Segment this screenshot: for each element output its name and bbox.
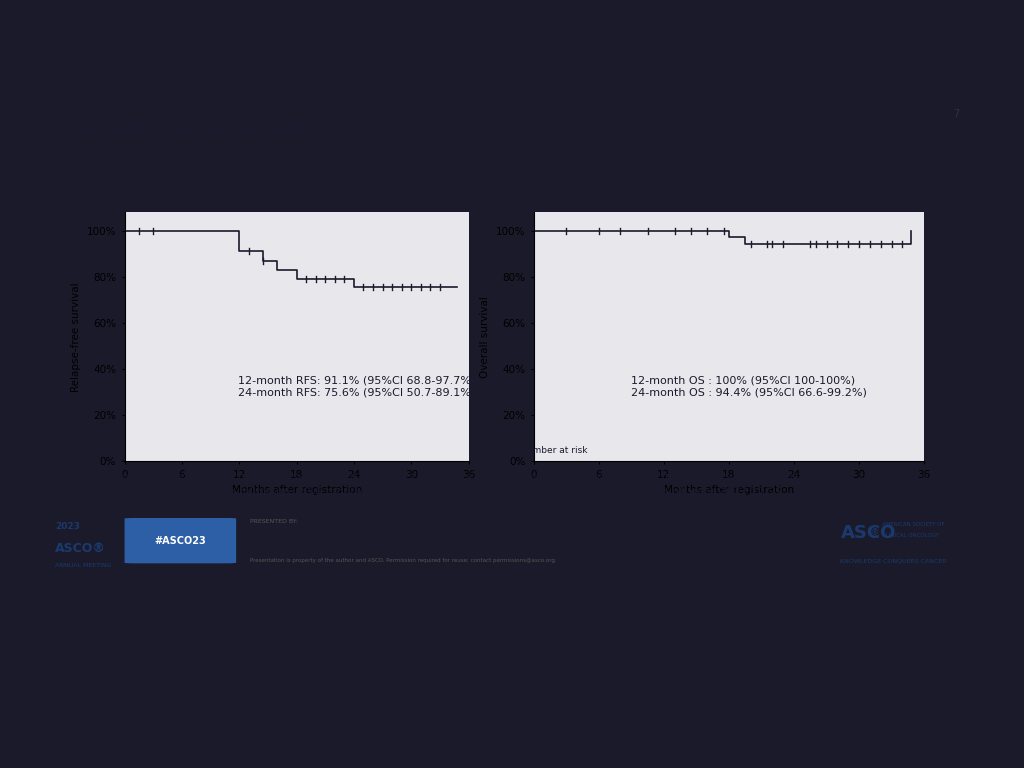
Text: PRESENTED BY:: PRESENTED BY:: [250, 519, 298, 525]
Text: CLINICAL ONCOLOGY: CLINICAL ONCOLOGY: [883, 533, 939, 538]
Text: Results: Survival (FAS): Results: Survival (FAS): [74, 121, 324, 141]
Text: 20: 20: [233, 474, 245, 483]
Text: 3: 3: [409, 474, 414, 483]
Text: ANNUAL MEETING: ANNUAL MEETING: [55, 564, 112, 568]
Text: 2023: 2023: [55, 522, 80, 531]
Text: 12: 12: [788, 474, 800, 483]
Text: ®: ®: [871, 528, 880, 538]
Text: ASCO®: ASCO®: [55, 541, 105, 554]
Text: 3: 3: [856, 474, 862, 483]
Text: Presentation is property of the author and ASCO. Permission required for reuse; : Presentation is property of the author a…: [250, 558, 557, 563]
Text: AMERICAN SOCIETY OF: AMERICAN SOCIETY OF: [883, 522, 945, 528]
Text: 21: 21: [658, 474, 670, 483]
Text: 12-month OS : 100% (95%CI 100-100%)
24-month OS : 94.4% (95%CI 66.6-99.2%): 12-month OS : 100% (95%CI 100-100%) 24-m…: [631, 376, 867, 397]
Text: 0: 0: [466, 474, 471, 483]
Text: 24: 24: [528, 474, 540, 483]
Text: Number at risk: Number at risk: [55, 445, 122, 455]
Text: 0: 0: [922, 474, 927, 483]
Text: ASCO: ASCO: [841, 524, 896, 542]
Text: Data cut-off date 2022.12.27: Data cut-off date 2022.12.27: [620, 488, 782, 498]
Text: Median follow-up: 23.6 months (range 0.2-34.8): Median follow-up: 23.6 months (range 0.2…: [196, 488, 463, 498]
FancyBboxPatch shape: [125, 518, 237, 564]
Text: 7: 7: [953, 109, 959, 119]
Text: Number at risk: Number at risk: [520, 445, 587, 455]
Text: 23: 23: [176, 474, 187, 483]
Text: 12-month RFS: 91.1% (95%CI 68.8-97.7%)
24-month RFS: 75.6% (95%CI 50.7-89.1%): 12-month RFS: 91.1% (95%CI 68.8-97.7%) 2…: [239, 376, 475, 397]
Title: Relapse-free survival: Relapse-free survival: [223, 193, 370, 207]
Text: 12: 12: [291, 474, 302, 483]
Title: Overall survival: Overall survival: [675, 193, 783, 207]
Y-axis label: Relapse-free survival: Relapse-free survival: [72, 282, 81, 392]
Text: 14: 14: [723, 474, 734, 483]
X-axis label: Months after registration: Months after registration: [664, 485, 794, 495]
Text: Keiju Aokage, National Cancer Center Hospital East, JAPAN: Keiju Aokage, National Cancer Center Hos…: [250, 535, 593, 545]
Text: 11: 11: [348, 474, 359, 483]
Text: KNOWLEDGE CONQUERS CANCER: KNOWLEDGE CONQUERS CANCER: [841, 558, 947, 563]
Text: #ASCO23: #ASCO23: [155, 535, 206, 546]
Text: 24: 24: [119, 474, 130, 483]
Y-axis label: Overall survival: Overall survival: [480, 296, 490, 378]
Text: 23: 23: [593, 474, 604, 483]
X-axis label: Months after registration: Months after registration: [231, 485, 361, 495]
